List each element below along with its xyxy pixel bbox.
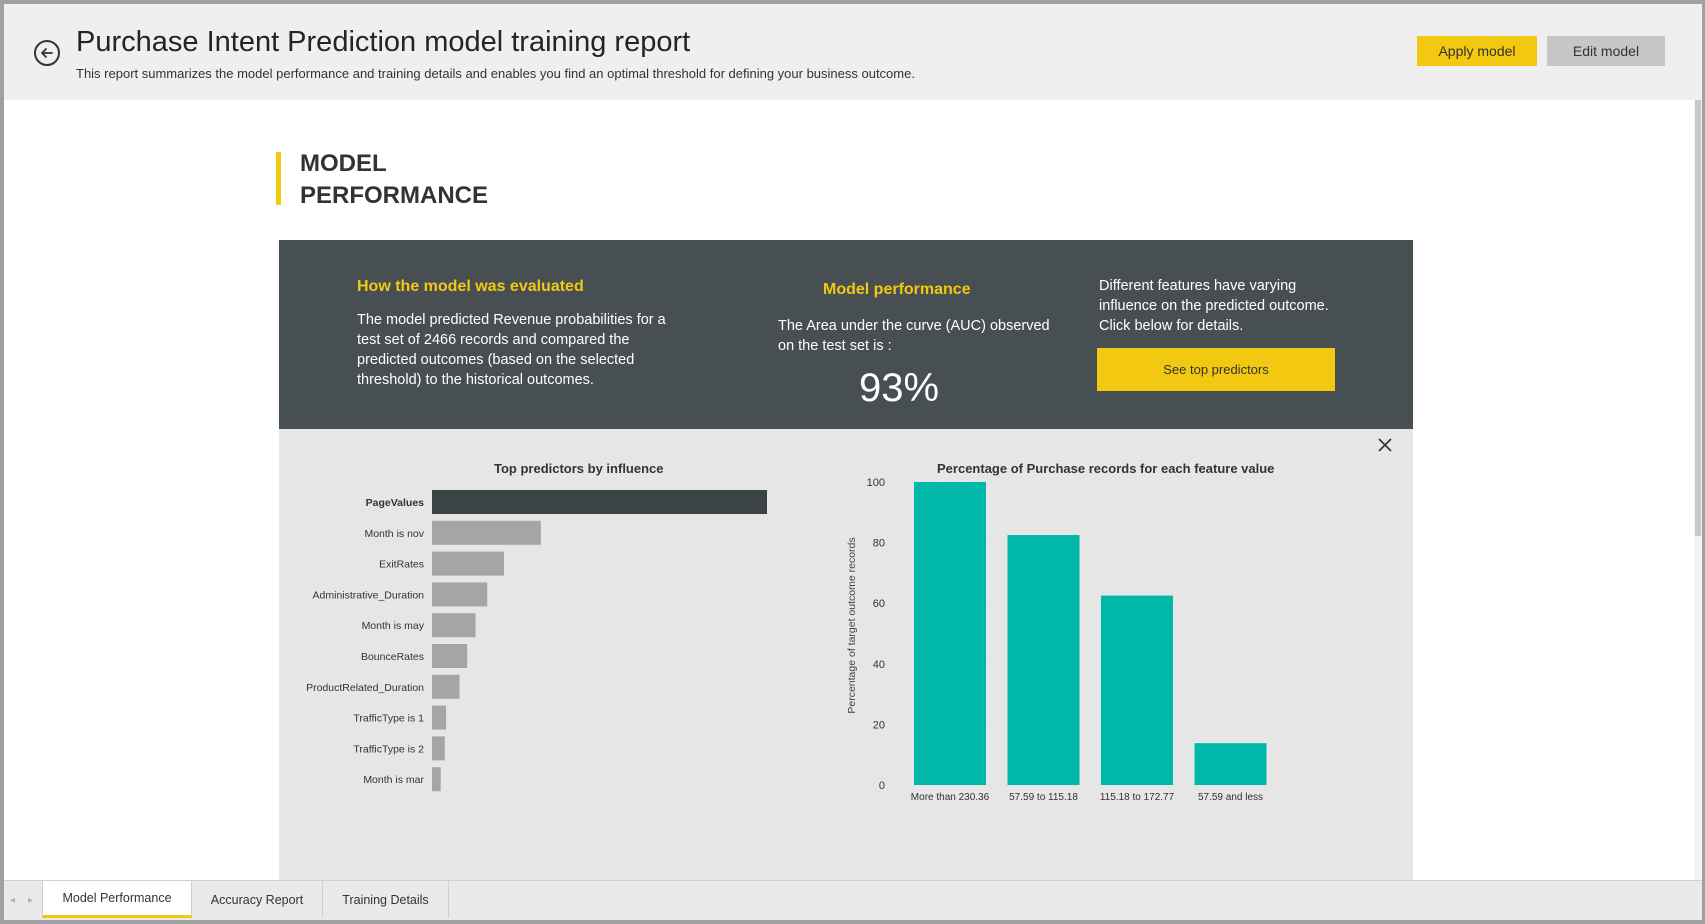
y-tick-label: 0 — [879, 780, 885, 792]
back-arrow-icon[interactable] — [34, 40, 60, 66]
purchase-bar-57-59-and-less[interactable] — [1194, 743, 1267, 785]
tab-next-icon[interactable]: ▸ — [28, 895, 34, 906]
x-tick-label: 57.59 and less — [1198, 792, 1263, 803]
purchase-bar-57-59-to-115-18[interactable] — [1007, 535, 1080, 785]
tab-accuracy-report[interactable]: Accuracy Report — [192, 881, 323, 918]
report-title: Purchase Intent Prediction model trainin… — [76, 26, 691, 58]
page-tab-bar: ◂ ▸ Model Performance Accuracy Report Tr… — [4, 880, 1702, 920]
purchase-percentage-chart: 0 20 40 60 80 100 Percentage of target outcome… — [846, 477, 1329, 803]
predictor-bar-pagevalues[interactable] — [432, 490, 767, 514]
predictors-panel: Top predictors by influence PageValues Mo… — [279, 429, 1413, 880]
predictor-label-month-is-nov: Month is nov — [364, 528, 424, 540]
report-header: Purchase Intent Prediction model trainin… — [4, 4, 1702, 100]
close-icon[interactable] — [1375, 435, 1395, 455]
evaluation-heading: How the model was evaluated — [357, 278, 584, 295]
predictor-bar-month-is-nov[interactable] — [432, 520, 541, 545]
section-title: MODEL PERFORMANCE — [300, 150, 489, 209]
arrow-left-icon — [41, 48, 53, 58]
see-top-predictors-button[interactable]: See top predictors — [1097, 348, 1335, 391]
x-icon — [1378, 438, 1392, 452]
predictor-label-administrative-duration: Administrative_Duration — [313, 589, 425, 601]
y-axis-label: Percentage of target outcome records — [846, 537, 858, 713]
predictor-label-traffictype-is-1: TrafficType is 1 — [353, 713, 424, 725]
performance-text: The Area under the curve (AUC) observed … — [778, 318, 1050, 354]
x-tick-label: 57.59 to 115.18 — [1009, 792, 1078, 803]
predictor-bar-month-is-may[interactable] — [432, 613, 476, 638]
predictor-label-traffictype-is-2: TrafficType is 2 — [353, 743, 424, 755]
evaluation-text: The model predicted Revenue probabilitie… — [357, 312, 666, 388]
predictor-bar-exitrates[interactable] — [432, 551, 505, 576]
chart-title-purchase-percentage: Percentage of Purchase records for each … — [937, 461, 1275, 476]
tab-training-details[interactable]: Training Details — [323, 881, 449, 918]
y-tick-label: 100 — [867, 477, 885, 489]
y-tick-label: 80 — [873, 538, 885, 550]
apply-model-button[interactable]: Apply model — [1417, 36, 1537, 66]
predictor-label-pagevalues: PageValues — [366, 497, 425, 509]
predictor-label-exitrates: ExitRates — [379, 559, 424, 571]
x-tick-label: More than 230.36 — [911, 792, 990, 803]
tab-model-performance[interactable]: Model Performance — [42, 881, 192, 918]
predictors-chart: PageValues Month is nov ExitRates Administr… — [306, 490, 767, 792]
y-tick-label: 60 — [873, 598, 885, 610]
predictor-bar-traffictype-is-1[interactable] — [432, 705, 447, 730]
predictor-bar-traffictype-is-2[interactable] — [432, 736, 445, 761]
auc-value: 93% — [859, 366, 940, 410]
features-text: Different features have varying influenc… — [1099, 278, 1329, 334]
predictor-bar-productrelated-duration[interactable] — [432, 674, 460, 699]
predictor-label-bouncerates: BounceRates — [361, 651, 424, 663]
tab-prev-icon[interactable]: ◂ — [10, 895, 16, 906]
predictor-label-month-is-may: Month is may — [362, 620, 425, 632]
edit-model-button[interactable]: Edit model — [1547, 36, 1665, 66]
summary-panel: How the model was evaluated The model pr… — [279, 240, 1413, 429]
report-subtitle: This report summarizes the model perform… — [76, 66, 915, 81]
section-accent-bar — [276, 152, 281, 205]
scrollbar-thumb[interactable] — [1695, 100, 1701, 536]
y-tick-label: 40 — [873, 659, 885, 671]
predictor-label-month-is-mar: Month is mar — [363, 774, 424, 786]
purchase-bar-more-than-230-36[interactable] — [914, 482, 986, 785]
chart-title-predictors: Top predictors by influence — [494, 461, 664, 476]
predictor-bar-administrative-duration[interactable] — [432, 582, 488, 607]
y-tick-label: 20 — [873, 719, 885, 731]
predictor-label-productrelated-duration: ProductRelated_Duration — [306, 682, 424, 694]
performance-heading: Model performance — [823, 281, 971, 298]
predictor-bar-bouncerates[interactable] — [432, 644, 468, 668]
x-tick-label: 115.18 to 172.77 — [1100, 792, 1175, 803]
purchase-bar-115-18-to-172-77[interactable] — [1101, 595, 1173, 785]
predictor-bar-month-is-mar[interactable] — [432, 767, 441, 792]
